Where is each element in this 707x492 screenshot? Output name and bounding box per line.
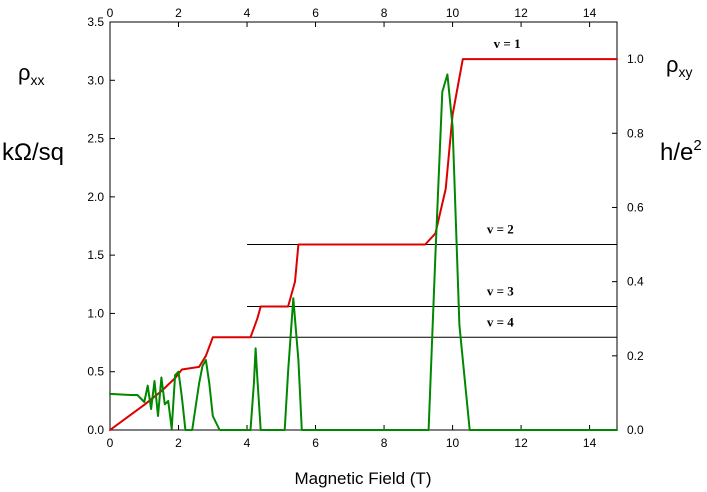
x-tick-label: 4 xyxy=(244,436,251,450)
y-left-tick-label: 0.0 xyxy=(87,423,104,437)
x-top-tick-label: 0 xyxy=(107,6,114,20)
series-layer xyxy=(109,58,618,431)
filling-factor-lines: v = 1 v = 2 v = 3 v = 4 xyxy=(247,36,617,338)
x-top-tick-label: 10 xyxy=(446,6,460,20)
right-axis-rho-xy: ρxy xyxy=(666,52,693,80)
filling-factor-label: v = 4 xyxy=(487,314,514,329)
x-top-tick-label: 6 xyxy=(312,6,319,20)
filling-factor-label: v = 2 xyxy=(487,222,514,237)
x-tick-label: 0 xyxy=(107,436,114,450)
x-top-tick-label: 4 xyxy=(244,6,251,20)
y-right-tick-label: 0.0 xyxy=(627,423,644,437)
y-right-tick-label: 0.4 xyxy=(627,275,644,289)
x-tick-label: 6 xyxy=(312,436,319,450)
x-tick-label: 2 xyxy=(175,436,182,450)
y-left-tick-label: 3.5 xyxy=(87,15,104,29)
rho-xx-series-line xyxy=(109,73,618,431)
y-right-tick-label: 0.6 xyxy=(627,200,644,214)
x-top-tick-label: 12 xyxy=(514,6,528,20)
y-left-tick-label: 1.5 xyxy=(87,248,104,262)
x-axis-top: 0 2 4 6 8 10 12 14 xyxy=(107,6,597,27)
y-right-tick-label: 0.2 xyxy=(627,349,644,363)
x-tick-label: 8 xyxy=(381,436,388,450)
x-tick-label: 14 xyxy=(583,436,597,450)
y-left-tick-label: 3.0 xyxy=(87,73,104,87)
right-axis-unit: h/e2 xyxy=(660,137,702,166)
filling-factor-label: v = 3 xyxy=(487,283,514,298)
y-right-tick-label: 1.0 xyxy=(627,52,644,66)
y-right-tick-label: 0.8 xyxy=(627,126,644,140)
left-axis-unit: kΩ/sq xyxy=(2,139,64,166)
left-axis-rho-xx: ρxx xyxy=(18,60,45,88)
y-axis-left: 0.0 0.5 1.0 1.5 2.0 2.5 3.0 3.5 xyxy=(87,15,115,437)
x-top-tick-label: 2 xyxy=(175,6,182,20)
x-top-tick-label: 8 xyxy=(381,6,388,20)
x-axis-bottom: 0 2 4 6 8 10 12 14 xyxy=(107,425,597,450)
filling-factor-label: v = 1 xyxy=(494,36,521,51)
y-left-tick-label: 2.5 xyxy=(87,132,104,146)
y-left-tick-label: 2.0 xyxy=(87,190,104,204)
x-top-tick-label: 14 xyxy=(583,6,597,20)
x-tick-label: 10 xyxy=(446,436,460,450)
y-left-tick-label: 1.0 xyxy=(87,306,104,320)
x-axis-label: Magnetic Field (T) xyxy=(295,469,432,488)
y-left-tick-label: 0.5 xyxy=(87,365,104,379)
x-tick-label: 12 xyxy=(514,436,528,450)
rho-xy-series-line xyxy=(109,58,618,431)
